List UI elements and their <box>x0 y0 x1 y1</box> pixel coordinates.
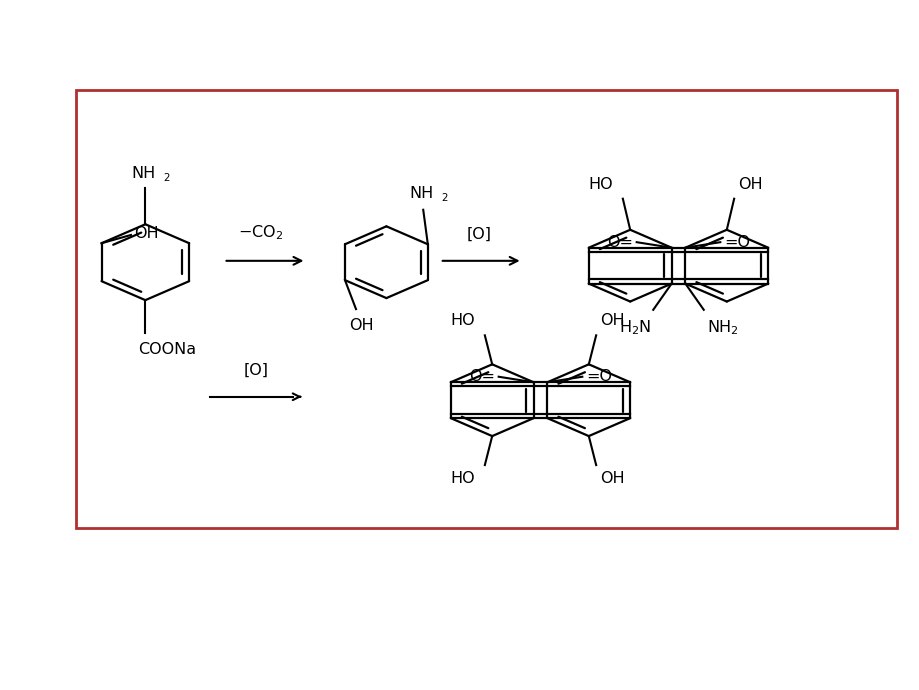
Text: $_2$: $_2$ <box>163 168 170 184</box>
Text: =O: =O <box>723 235 749 250</box>
Text: OH: OH <box>599 471 624 486</box>
Text: O=: O= <box>607 235 632 250</box>
Text: HO: HO <box>450 471 475 486</box>
Text: H$_2$N: H$_2$N <box>618 318 651 337</box>
Text: COONa: COONa <box>138 342 196 357</box>
Text: NH: NH <box>131 166 155 181</box>
Text: OH: OH <box>737 177 762 192</box>
Text: $_2$: $_2$ <box>440 189 448 204</box>
Text: NH: NH <box>409 186 433 201</box>
Text: =O: =O <box>585 369 611 384</box>
Text: OH: OH <box>599 313 624 328</box>
Text: NH$_2$: NH$_2$ <box>707 318 738 337</box>
Text: [O]: [O] <box>243 362 268 377</box>
Text: OH: OH <box>133 226 158 241</box>
Text: O=: O= <box>469 369 494 384</box>
Text: [O]: [O] <box>466 226 492 242</box>
Text: HO: HO <box>450 313 475 328</box>
Bar <box>76 90 896 528</box>
Text: OH: OH <box>349 318 374 333</box>
Text: HO: HO <box>588 177 613 192</box>
Text: $-$CO$_2$: $-$CO$_2$ <box>237 223 283 241</box>
